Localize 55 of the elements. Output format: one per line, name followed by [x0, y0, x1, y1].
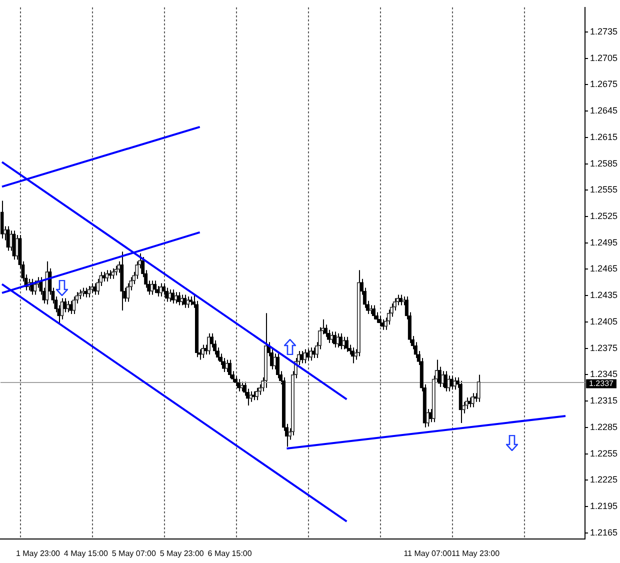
y-tick-label: 1.2465 [590, 264, 618, 274]
y-tick-label: 1.2405 [590, 316, 618, 326]
x-tick-label: 5 May 07:00 [112, 549, 156, 558]
y-tick-label: 1.2225 [590, 474, 618, 485]
candlestick [102, 271, 106, 282]
candlestick [312, 346, 316, 358]
x-tick-label: 11 May 07:00 [404, 549, 452, 558]
candlestick [90, 282, 94, 294]
candlestick [105, 270, 109, 282]
candlestick [66, 300, 70, 313]
candlestick [87, 285, 91, 298]
x-tick-label: 5 May 23:00 [160, 549, 204, 558]
candlestick [0, 200, 4, 239]
candlestick [72, 296, 76, 315]
candlestick [174, 292, 178, 304]
y-tick-label: 1.2195 [590, 500, 618, 511]
y-tick-label: 1.2495 [590, 237, 618, 248]
candlestick [300, 350, 304, 364]
candlestick [350, 346, 355, 364]
y-tick-label: 1.2285 [590, 422, 618, 432]
candlestick [342, 336, 346, 350]
candlestick [204, 344, 208, 355]
ref-line-label: 1.2337 [589, 378, 614, 388]
candlestick [78, 288, 82, 300]
candlestick [452, 376, 456, 390]
y-tick-label: 1.2555 [590, 184, 618, 195]
candlestick [330, 331, 334, 344]
y-tick-label: 1.2735 [590, 26, 618, 36]
y-tick-label: 1.2165 [590, 527, 618, 538]
y-tick-label: 1.2645 [590, 106, 618, 116]
y-tick-label: 1.2525 [590, 211, 618, 222]
y-tick-label: 1.2705 [590, 52, 618, 63]
x-tick-label: 6 May 15:00 [208, 549, 252, 558]
x-tick-label: 11 May 23:00 [452, 549, 500, 558]
candlestick [93, 282, 97, 296]
y-tick-label: 1.2315 [590, 396, 618, 406]
y-tick-label: 1.2255 [590, 448, 618, 458]
candlestick [153, 280, 157, 294]
y-tick-label: 1.2585 [590, 158, 618, 168]
candlestick [468, 397, 472, 408]
candlestick [186, 296, 190, 308]
candlestick [201, 344, 205, 358]
candlestick [168, 288, 172, 302]
y-tick-label: 1.2345 [590, 369, 618, 380]
candlestick [464, 397, 468, 410]
x-tick-label: 4 May 15:00 [64, 549, 108, 558]
candlestick [306, 348, 310, 362]
candlestick [228, 359, 232, 379]
y-tick-label: 1.2675 [590, 79, 618, 90]
x-tick-label: 1 May 23:00 [16, 549, 61, 558]
y-tick-label: 1.2615 [590, 132, 618, 142]
candlestick [33, 280, 37, 296]
y-tick-label: 1.2435 [590, 290, 618, 300]
y-tick-label: 1.2375 [590, 342, 618, 353]
candlestick [224, 359, 229, 373]
